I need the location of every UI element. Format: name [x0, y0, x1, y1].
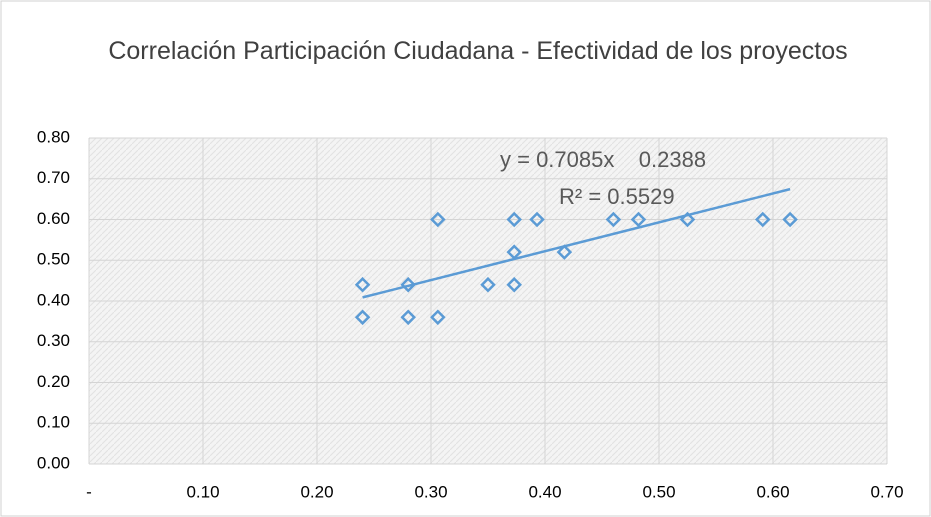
point [430, 211, 446, 228]
y-tick-label: 0.80 [37, 127, 70, 146]
trendline [362, 187, 791, 299]
trend-equation: y = 0.7085x 0.2388 [500, 147, 706, 172]
x-tick-label: 0.60 [756, 482, 789, 501]
y-tick-label: 0.60 [37, 209, 70, 228]
point [506, 211, 522, 228]
point [605, 211, 622, 228]
point [354, 309, 371, 326]
point [480, 276, 496, 293]
y-tick-label: 0.20 [37, 372, 70, 391]
point [754, 211, 771, 228]
chart-title: Correlación Participación Ciudadana - Ef… [108, 37, 848, 65]
x-tick-label: 0.30 [414, 482, 447, 501]
x-tick-label: 0.70 [870, 482, 903, 501]
point [556, 244, 573, 260]
point [354, 276, 371, 293]
point [506, 276, 522, 293]
x-tick-label: 0.40 [528, 482, 561, 501]
x-tick-label: 0.20 [300, 482, 333, 501]
point [400, 276, 416, 293]
y-tick-label: 0.00 [37, 453, 70, 472]
point [529, 211, 545, 228]
point [630, 211, 647, 228]
trend-r2: R² = 0.5529 [559, 184, 675, 209]
x-tick-label: 0.50 [642, 482, 675, 501]
point [430, 309, 446, 326]
x-tick-label: - [86, 482, 92, 501]
y-tick-label: 0.50 [37, 250, 70, 269]
point [679, 211, 696, 228]
point [400, 309, 416, 326]
y-tick-label: 0.40 [37, 290, 70, 309]
point [782, 211, 798, 228]
y-tick-label: 0.30 [37, 331, 70, 350]
x-tick-label: 0.10 [186, 482, 219, 501]
y-tick-label: 0.10 [37, 413, 70, 432]
y-tick-label: 0.70 [37, 168, 70, 187]
